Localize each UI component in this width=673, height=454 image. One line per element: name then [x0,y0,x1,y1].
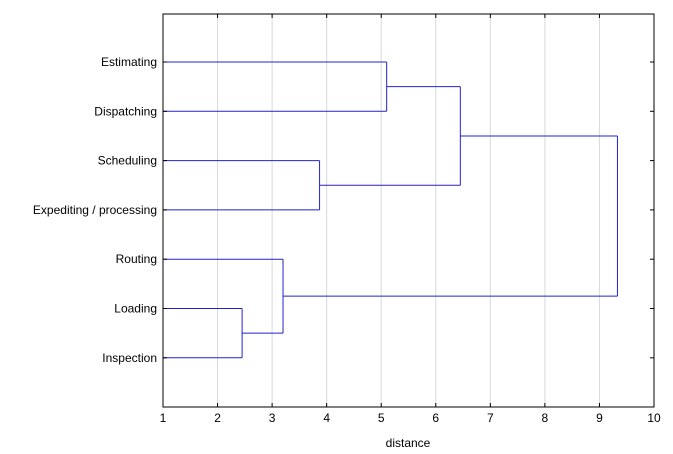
leaf-label: Loading [114,302,157,316]
leaf-label: Expediting / processing [33,203,157,217]
leaf-labels: Estimating Dispatching Scheduling Expeditin… [33,55,157,365]
axis-ticks: 1 2 3 4 5 6 7 8 9 10 [160,14,661,425]
leaf-label: Estimating [101,55,157,69]
x-tick-label: 9 [596,411,603,425]
x-tick-label: 3 [269,411,276,425]
x-axis-label: distance [386,436,431,450]
leaf-label: Routing [116,252,157,266]
x-tick-label: 4 [323,411,330,425]
x-tick-label: 10 [647,411,661,425]
x-tick-label: 8 [542,411,549,425]
grid-lines [217,14,600,407]
x-tick-label: 1 [160,411,167,425]
leaf-label: Scheduling [98,154,157,168]
leaf-label: Dispatching [94,104,157,118]
x-tick-label: 2 [214,411,221,425]
x-tick-label: 5 [378,411,385,425]
dendrogram-links [163,61,618,359]
plot-frame [162,13,655,408]
x-tick-label: 7 [487,411,494,425]
x-tick-label: 6 [432,411,439,425]
leaf-label: Inspection [102,351,157,365]
